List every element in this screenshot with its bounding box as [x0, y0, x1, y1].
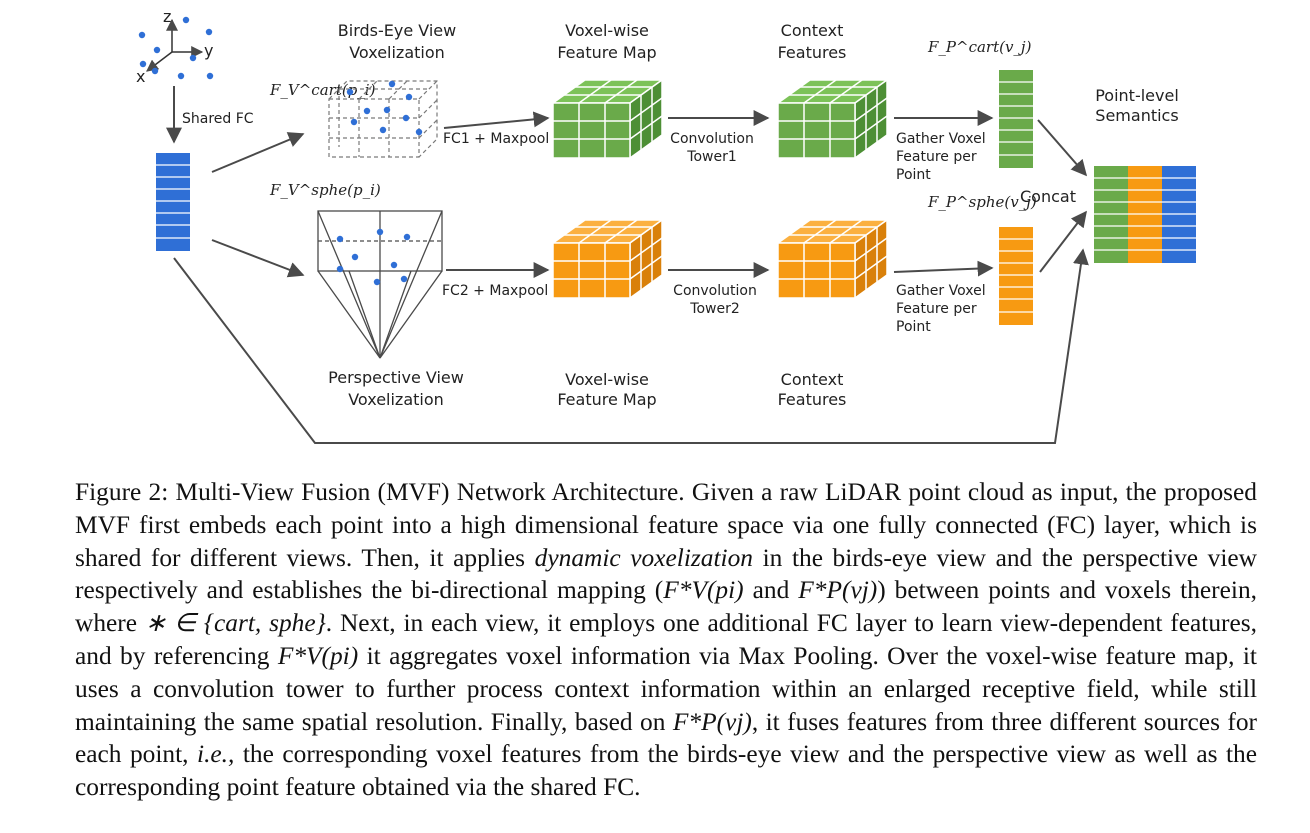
- conv-tower1-line2: Tower1: [686, 149, 736, 165]
- bev-voxel-grid: [328, 80, 438, 158]
- skip-connection-arrow: [173, 248, 1089, 444]
- pv-context-features-cube: [775, 218, 890, 300]
- voxel-map-bot-line2: Feature Map: [557, 390, 656, 409]
- fv-cart-label: F_V^cart(p_i): [269, 81, 376, 99]
- bev-title-line2: Voxelization: [349, 43, 445, 62]
- arrow-to-pv: [211, 239, 305, 278]
- context-top-line1: Context: [781, 21, 844, 40]
- point-feature-column: [156, 153, 190, 251]
- caption-part7: , it fuses features from three different…: [75, 707, 1257, 769]
- axis-x-label: x: [136, 67, 145, 86]
- bev-title-line1: Birds-Eye View: [338, 21, 456, 40]
- caption-em-dynamic-voxelization: dynamic voxelization: [534, 543, 753, 572]
- figure-caption: Figure 2: Multi-View Fusion (MVF) Networ…: [75, 476, 1257, 804]
- caption-math1: F*V(pi): [663, 576, 744, 605]
- gather-bot-line2: Feature per: [896, 301, 977, 317]
- fp-sphe-label: F_P^sphe(v_j): [927, 193, 1037, 211]
- gather-top-line3: Point: [896, 167, 931, 183]
- pv-voxel-feature-map-cube: [550, 218, 665, 300]
- caption-part8: the corresponding voxel features from th…: [75, 740, 1257, 802]
- voxel-map-bot-line1: Voxel-wise: [565, 370, 649, 389]
- fc2-label: FC2 + Maxpool: [442, 283, 548, 299]
- gather-bot-line3: Point: [896, 319, 931, 335]
- caption-part4: ) between points and voxels therein, whe…: [75, 576, 1257, 638]
- fc1-label: FC1 + Maxpool: [443, 131, 549, 147]
- caption-math5: F*P(vj): [672, 707, 752, 736]
- caption-paragraph: Figure 2: Multi-View Fusion (MVF) Networ…: [75, 476, 1257, 804]
- gather-top-line2: Feature per: [896, 149, 977, 165]
- conv-tower1-line1: Convolution: [670, 131, 754, 147]
- point-semantics-line1: Point-level: [1095, 86, 1179, 105]
- gather-bot-line1: Gather Voxel: [896, 283, 986, 299]
- pv-frustum: [317, 210, 443, 359]
- caption-math2: F*P(vj): [798, 576, 878, 605]
- conv-tower2-line1: Convolution: [673, 283, 757, 299]
- bev-context-features-cube: [775, 78, 890, 160]
- axis-z-label: z: [163, 7, 171, 26]
- fc1-arrow: [443, 111, 550, 129]
- concat-label: Concat: [1020, 187, 1076, 206]
- bev-point-feature-column: [999, 70, 1033, 168]
- pv-points: [336, 228, 411, 286]
- concat-arrow-top: [1037, 119, 1088, 177]
- context-bot-line2: Features: [778, 390, 847, 409]
- caption-prefix: Figure 2: Multi-View Fusion (MVF) Networ…: [75, 478, 1257, 572]
- point-level-semantics-block: [1094, 166, 1196, 263]
- caption-part3: and: [752, 576, 790, 605]
- arrow-to-bev: [211, 132, 305, 173]
- fp-cart-label: F_P^cart(v_j): [927, 38, 1032, 56]
- gather-top-line1: Gather Voxel: [896, 131, 986, 147]
- caption-math4: F*V(pi): [277, 641, 359, 670]
- point-semantics-line2: Semantics: [1095, 106, 1178, 125]
- conv-tower2-line2: Tower2: [689, 301, 739, 317]
- lidar-points: [138, 16, 214, 80]
- concat-arrow-bot: [1039, 210, 1087, 273]
- context-bot-line1: Context: [781, 370, 844, 389]
- voxel-map-top-line2: Feature Map: [557, 43, 656, 62]
- voxel-map-top-line1: Voxel-wise: [565, 21, 649, 40]
- caption-part6: it aggregates voxel information via Max …: [75, 641, 1257, 736]
- caption-math3: ∗ ∈ {cart, sphe}: [144, 609, 326, 638]
- pv-title-line1: Perspective View: [328, 368, 464, 387]
- axis-y-label: y: [204, 41, 213, 60]
- gather-bot-arrow: [893, 260, 994, 277]
- point-cloud-axes: z y x: [136, 7, 213, 86]
- bev-points: [346, 80, 423, 136]
- caption-part5: . Next, in each view, it employs one add…: [75, 609, 1257, 670]
- fv-sphe-label: F_V^sphe(p_i): [269, 181, 381, 199]
- caption-part2: in the birds-eye view and the perspectiv…: [75, 543, 1257, 605]
- pv-title-line2: Voxelization: [348, 390, 444, 409]
- shared-fc-label: Shared FC: [182, 111, 254, 127]
- context-top-line2: Features: [778, 43, 847, 62]
- pv-point-feature-column: [999, 227, 1033, 325]
- caption-em-ie: i.e.,: [197, 740, 235, 769]
- bev-voxel-feature-map-cube: [550, 78, 665, 160]
- architecture-diagram: z y x Shared FC Birds-Eye View Voxelizat…: [136, 7, 1196, 444]
